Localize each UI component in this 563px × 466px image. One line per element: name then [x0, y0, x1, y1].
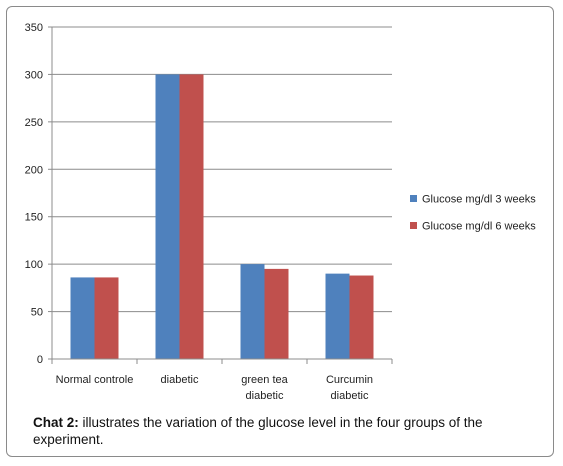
figure-caption: Chat 2: illustrates the variation of the…: [33, 414, 533, 448]
x-tick-label: Curcumin: [326, 374, 373, 386]
x-tick-label: Normal controle: [56, 374, 134, 386]
y-tick-label: 250: [25, 117, 43, 129]
bar: [349, 275, 374, 359]
y-axis-ticks: 0 50 100 150 200 250 300 350: [25, 22, 52, 366]
legend-label: Glucose mg/dl 6 weeks: [422, 221, 536, 233]
legend-swatch: [410, 195, 417, 202]
figure-frame: [6, 6, 554, 457]
x-tick-label: diabetic: [331, 390, 369, 402]
x-tick-label: green tea: [241, 374, 288, 386]
bar: [325, 273, 350, 359]
bar: [155, 74, 180, 359]
x-tick-label: diabetic: [246, 390, 284, 402]
y-tick-label: 200: [25, 164, 43, 176]
caption-text: illustrates the variation of the glucose…: [33, 415, 483, 447]
bar: [179, 74, 204, 359]
bars: [70, 74, 374, 359]
bar: [264, 268, 289, 359]
bar: [94, 277, 119, 359]
bar: [70, 277, 95, 359]
x-tick-label: diabetic: [161, 374, 199, 386]
caption-label: Chat 2:: [33, 415, 79, 430]
y-tick-label: 350: [25, 22, 43, 34]
legend-label: Glucose mg/dl 3 weeks: [422, 194, 536, 206]
bar: [240, 264, 265, 359]
gridlines: [52, 26, 392, 313]
legend-swatch: [410, 222, 417, 229]
y-tick-label: 100: [25, 259, 43, 271]
legend: Glucose mg/dl 3 weeks Glucose mg/dl 6 wee…: [410, 194, 536, 233]
y-tick-label: 150: [25, 212, 43, 224]
y-tick-label: 300: [25, 69, 43, 81]
y-tick-label: 50: [31, 307, 43, 319]
y-tick-label: 0: [37, 354, 43, 366]
axes: [51, 27, 393, 364]
x-axis-labels: Normal controle diabetic green tea diabetic…: [56, 374, 373, 402]
